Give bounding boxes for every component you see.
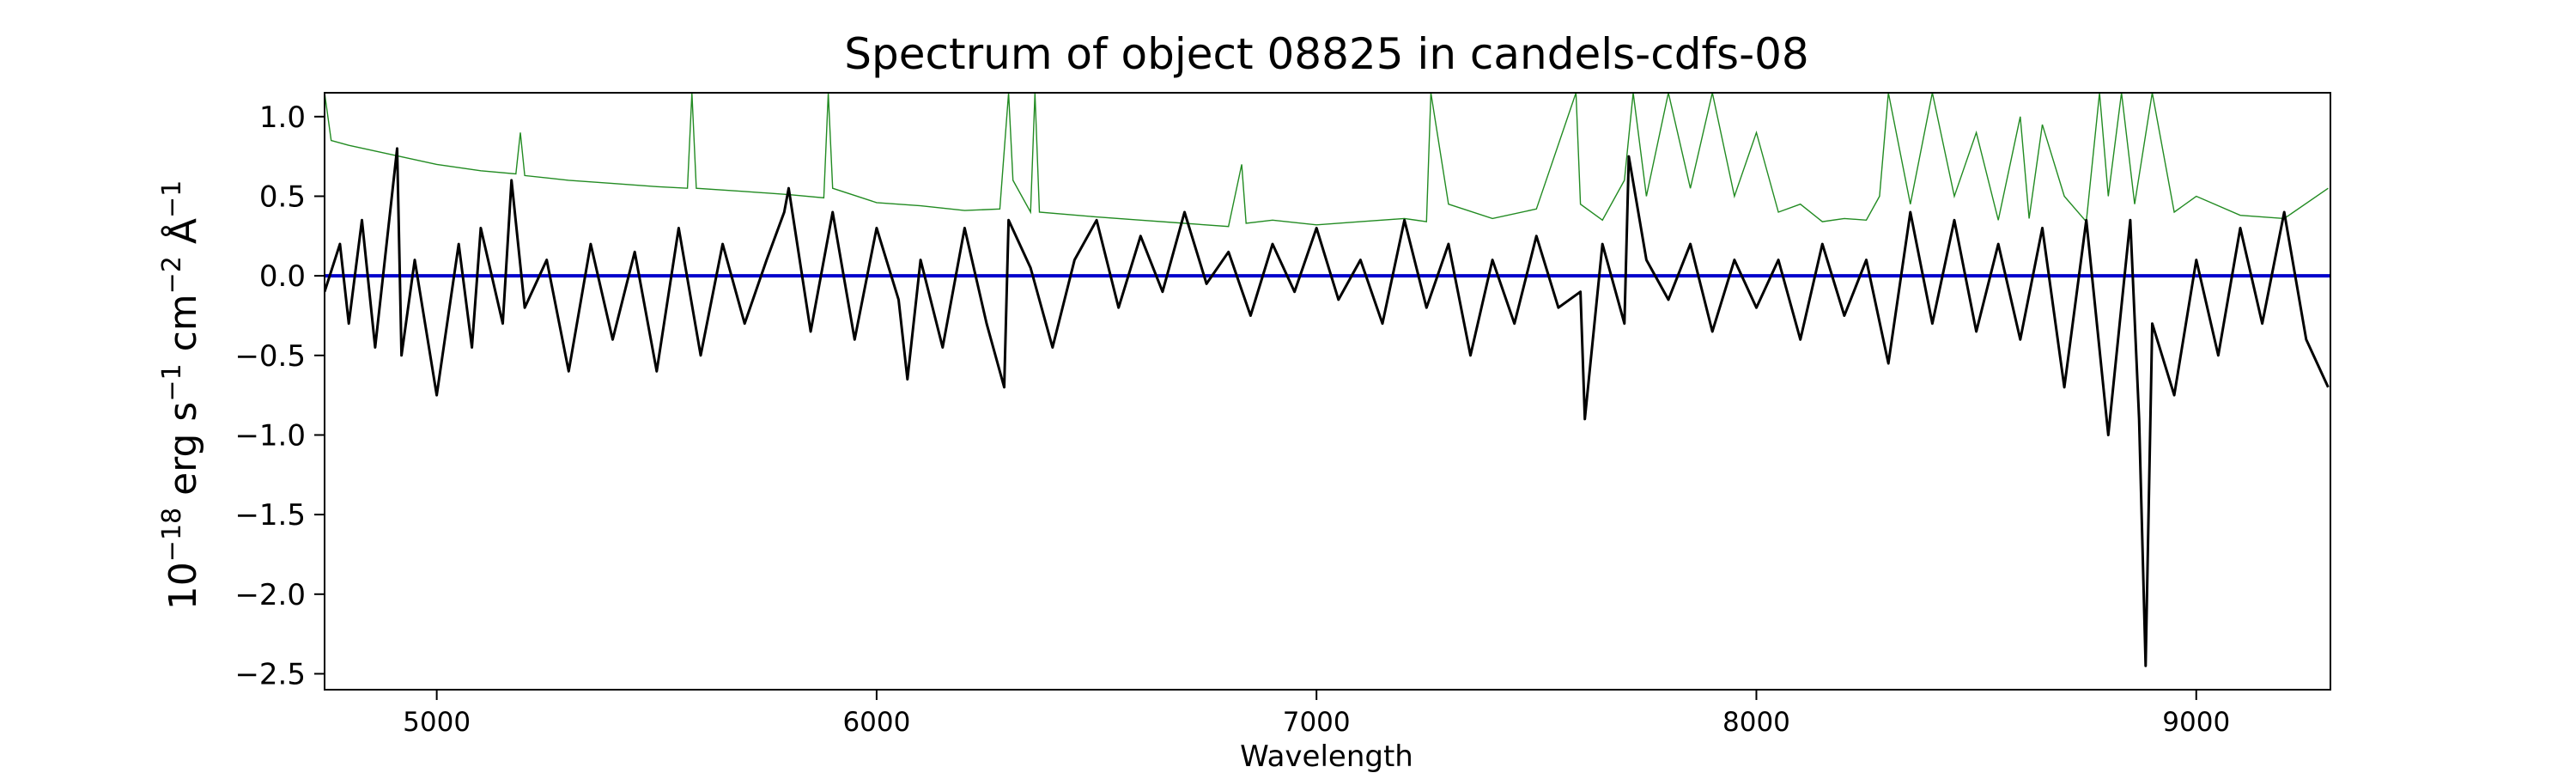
x-axis-label: Wavelength (1240, 740, 1413, 773)
y-tick-label: 0.0 (259, 259, 306, 294)
y-axis-ticks: −2.5 −2.0 −1.5 −1.0 −0.5 0.0 0.5 1.0 (234, 100, 325, 691)
series-flux-line (325, 147, 2330, 667)
x-tick-label: 9000 (2162, 707, 2230, 738)
plot-frame (324, 92, 2331, 691)
y-label-exp2: −1 (157, 363, 187, 401)
x-axis-ticks: 5000 6000 7000 8000 9000 (403, 690, 2230, 738)
y-label-cm: cm (161, 294, 205, 363)
y-label-exp1: −18 (157, 508, 187, 562)
y-label-angstrom: Å (160, 218, 205, 256)
y-tick-label: −2.0 (234, 578, 306, 612)
x-tick-label: 7000 (1283, 707, 1351, 738)
y-label-exp4: −1 (157, 180, 187, 218)
y-tick-label: −0.5 (234, 339, 306, 374)
y-tick-label: −2.5 (234, 657, 306, 691)
y-label-exp3: −2 (157, 256, 187, 294)
y-tick-label: 1.0 (259, 100, 306, 135)
y-axis-label: 10−18 erg s−1 cm−2 Å−1 (157, 180, 205, 610)
chart-title: Spectrum of object 08825 in candels-cdfs… (844, 29, 1809, 79)
x-tick-label: 5000 (403, 707, 471, 738)
y-label-erg: erg s (161, 402, 205, 508)
y-tick-label: −1.0 (234, 418, 306, 453)
series-error-line (325, 93, 2329, 228)
y-tick-label: 0.5 (259, 180, 306, 214)
x-tick-label: 6000 (842, 707, 910, 738)
y-label-base: 10 (161, 562, 205, 610)
x-tick-label: 8000 (1722, 707, 1790, 738)
y-tick-label: −1.5 (234, 498, 306, 533)
